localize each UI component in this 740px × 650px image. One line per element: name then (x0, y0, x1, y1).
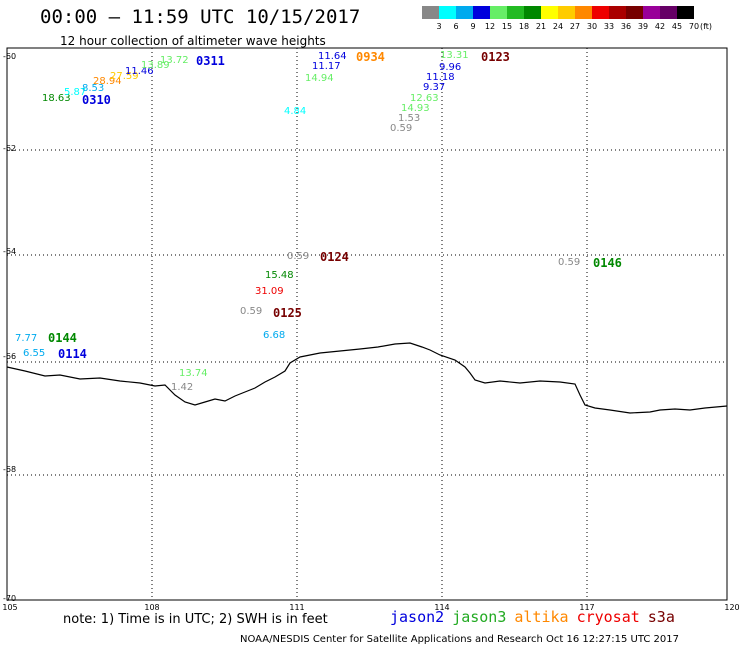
longitude-label: 105 (2, 603, 18, 612)
pass-time-label: 0144 (48, 331, 77, 345)
colorbar-swatch (660, 6, 677, 19)
wave-height-value: 13.72 (160, 55, 189, 66)
wave-height-value: 11.18 (426, 72, 455, 83)
pass-time-label: 0125 (273, 306, 302, 320)
legend-item-cryosat: cryosat (576, 608, 640, 626)
colorbar-swatch (507, 6, 524, 19)
colorbar-swatch (541, 6, 558, 19)
wave-height-value: 9.96 (439, 62, 462, 73)
colorbar-swatch (558, 6, 575, 19)
colorbar-swatch (575, 6, 592, 19)
colorbar-swatch (643, 6, 660, 19)
wave-height-value: 6.55 (23, 348, 46, 359)
latitude-label: -70 (3, 594, 17, 603)
colorbar-swatch (592, 6, 609, 19)
latitude-label: -62 (3, 144, 17, 153)
wave-height-value: 11.64 (318, 51, 347, 62)
wave-height-value: 13.31 (440, 50, 469, 61)
wave-height-value: 18.63 (42, 93, 71, 104)
units-note: note: 1) Time is in UTC; 2) SWH is in fe… (63, 612, 328, 627)
colorbar-swatch (473, 6, 490, 19)
graticule (7, 48, 727, 600)
colorbar-swatch (422, 6, 439, 19)
colorbar-label: 27 (569, 22, 581, 31)
colorbar-label: (ft) (699, 22, 713, 31)
colorbar-label: 42 (654, 22, 666, 31)
wave-height-value: 28.94 (93, 76, 122, 87)
pass-time-label: 0934 (356, 50, 385, 64)
longitude-label: 108 (144, 603, 160, 612)
latitude-label: -66 (3, 352, 17, 361)
pass-time-label: 0124 (320, 250, 349, 264)
wave-height-value: 13.89 (141, 60, 170, 71)
credit-footer: NOAA/NESDIS Center for Satellite Applica… (240, 634, 679, 645)
wave-height-value: 0.59 (558, 257, 581, 268)
colorbar-label: 18 (518, 22, 530, 31)
longitude-label: 117 (579, 603, 595, 612)
map-subtitle: 12 hour collection of altimeter wave hei… (60, 34, 326, 48)
wave-height-value: 14.94 (305, 73, 334, 84)
antarctic-coastline (6, 342, 728, 414)
pass-time-label: 0311 (196, 54, 225, 68)
legend-item-altika: altika (514, 608, 569, 626)
wave-height-value: 11.17 (312, 61, 341, 72)
pass-time-label: 0146 (593, 256, 622, 270)
wave-height-value: 15.48 (265, 270, 294, 281)
colorbar-label: 6 (453, 22, 459, 31)
legend-item-jason3: jason3 (452, 608, 507, 626)
wave-height-value: 14.93 (401, 103, 430, 114)
wave-height-value: 11.46 (125, 66, 154, 77)
satellite-legend: jason2 jason3 altika cryosat s3a (390, 608, 683, 626)
colorbar-label: 24 (552, 22, 564, 31)
wave-height-value: 12.63 (410, 93, 439, 104)
pass-time-label: 0310 (82, 93, 111, 107)
colorbar-label: 36 (620, 22, 632, 31)
longitude-label: 114 (434, 603, 450, 612)
colorbar-swatch (677, 6, 694, 19)
colorbar-swatch (524, 6, 541, 19)
wave-height-value: 0.59 (287, 251, 310, 262)
wave-height-value: 1.53 (398, 113, 421, 124)
colorbar-label: 9 (470, 22, 476, 31)
wave-height-value: 5.87 (64, 87, 87, 98)
colorbar-label: 12 (484, 22, 496, 31)
latitude-label: -64 (3, 247, 17, 256)
wave-height-value: 31.09 (255, 286, 284, 297)
wave-height-value: 7.77 (15, 333, 38, 344)
legend-item-s3a: s3a (647, 608, 675, 626)
wave-height-value: 4.84 (284, 106, 307, 117)
legend-item-jason2: jason2 (390, 608, 445, 626)
colorbar-label: 30 (586, 22, 598, 31)
latitude-label: -68 (3, 465, 17, 474)
colorbar-label: 3 (436, 22, 442, 31)
wave-height-colorbar (422, 6, 694, 19)
colorbar-label: 45 (671, 22, 683, 31)
longitude-label: 120 (724, 603, 740, 612)
wave-height-value: 0.59 (390, 123, 413, 134)
colorbar-swatch (609, 6, 626, 19)
latitude-label: -60 (3, 52, 17, 61)
colorbar-swatch (490, 6, 507, 19)
colorbar-swatch (626, 6, 643, 19)
wave-height-value: 6.68 (263, 330, 286, 341)
longitude-label: 111 (289, 603, 305, 612)
pass-time-label: 0123 (481, 50, 510, 64)
wave-height-value: 9.37 (423, 82, 446, 93)
colorbar-label: 33 (603, 22, 615, 31)
map-frame (6, 47, 728, 601)
wave-height-value: 13.74 (179, 368, 208, 379)
map-title: 00:00 – 11:59 UTC 10/15/2017 (40, 6, 361, 28)
pass-time-label: 0114 (58, 347, 87, 361)
colorbar-label: 39 (637, 22, 649, 31)
wave-height-value: 27.59 (110, 71, 139, 82)
wave-height-value: 0.59 (240, 306, 263, 317)
colorbar-label: 21 (535, 22, 547, 31)
colorbar-label: 70 (688, 22, 700, 31)
wave-height-value: 1.42 (171, 382, 194, 393)
colorbar-label: 15 (501, 22, 513, 31)
colorbar-swatch (439, 6, 456, 19)
colorbar-swatch (456, 6, 473, 19)
wave-height-value: 8.53 (82, 83, 105, 94)
